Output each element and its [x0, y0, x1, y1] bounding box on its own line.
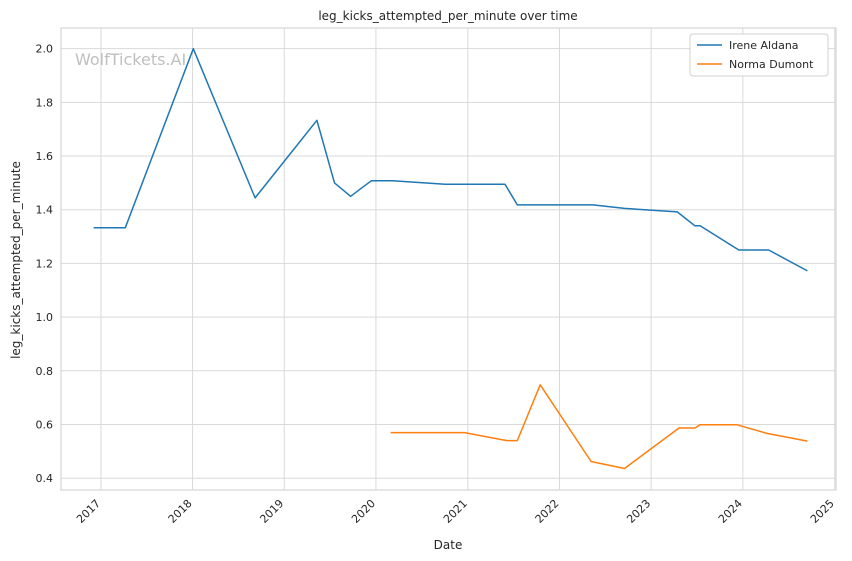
- y-tick-label: 1.4: [36, 204, 54, 217]
- plot-area: [60, 27, 837, 491]
- x-tick-label: 2023: [624, 497, 653, 526]
- x-tick-label: 2018: [166, 497, 195, 526]
- chart-title: leg_kicks_attempted_per_minute over time: [318, 9, 577, 23]
- y-axis-label: leg_kicks_attempted_per_minute: [9, 161, 23, 359]
- x-tick-label: 2021: [441, 497, 470, 526]
- legend: Irene Aldana Norma Dumont: [689, 33, 829, 77]
- watermark-text: WolfTickets.AI: [75, 50, 186, 69]
- series-line-irene-aldana: [93, 47, 808, 272]
- y-tick-label: 1.2: [36, 257, 54, 270]
- series-lines: [93, 47, 808, 470]
- legend-label-norma-dumont: Norma Dumont: [729, 58, 814, 71]
- x-tick-label: 2022: [533, 497, 562, 526]
- legend-box: [689, 33, 829, 77]
- x-tick-label: 2017: [74, 497, 103, 526]
- x-tick-label: 2025: [808, 497, 837, 526]
- legend-label-irene-aldana: Irene Aldana: [729, 39, 799, 52]
- y-tick-label: 0.6: [36, 418, 54, 431]
- y-tick-label: 1.8: [36, 96, 54, 109]
- x-tick-label: 2019: [257, 497, 286, 526]
- x-tick-label: 2020: [349, 497, 378, 526]
- y-tick-label: 0.4: [36, 472, 54, 485]
- grid-lines: [61, 28, 836, 490]
- x-tick-label: 2024: [716, 497, 745, 526]
- series-line-norma-dumont: [390, 384, 808, 470]
- x-axis-label: Date: [434, 538, 463, 552]
- y-tick-label: 1.6: [36, 150, 54, 163]
- y-tick-label: 1.0: [36, 311, 54, 324]
- y-tick-label: 0.8: [36, 365, 54, 378]
- y-tick-label: 2.0: [36, 43, 54, 56]
